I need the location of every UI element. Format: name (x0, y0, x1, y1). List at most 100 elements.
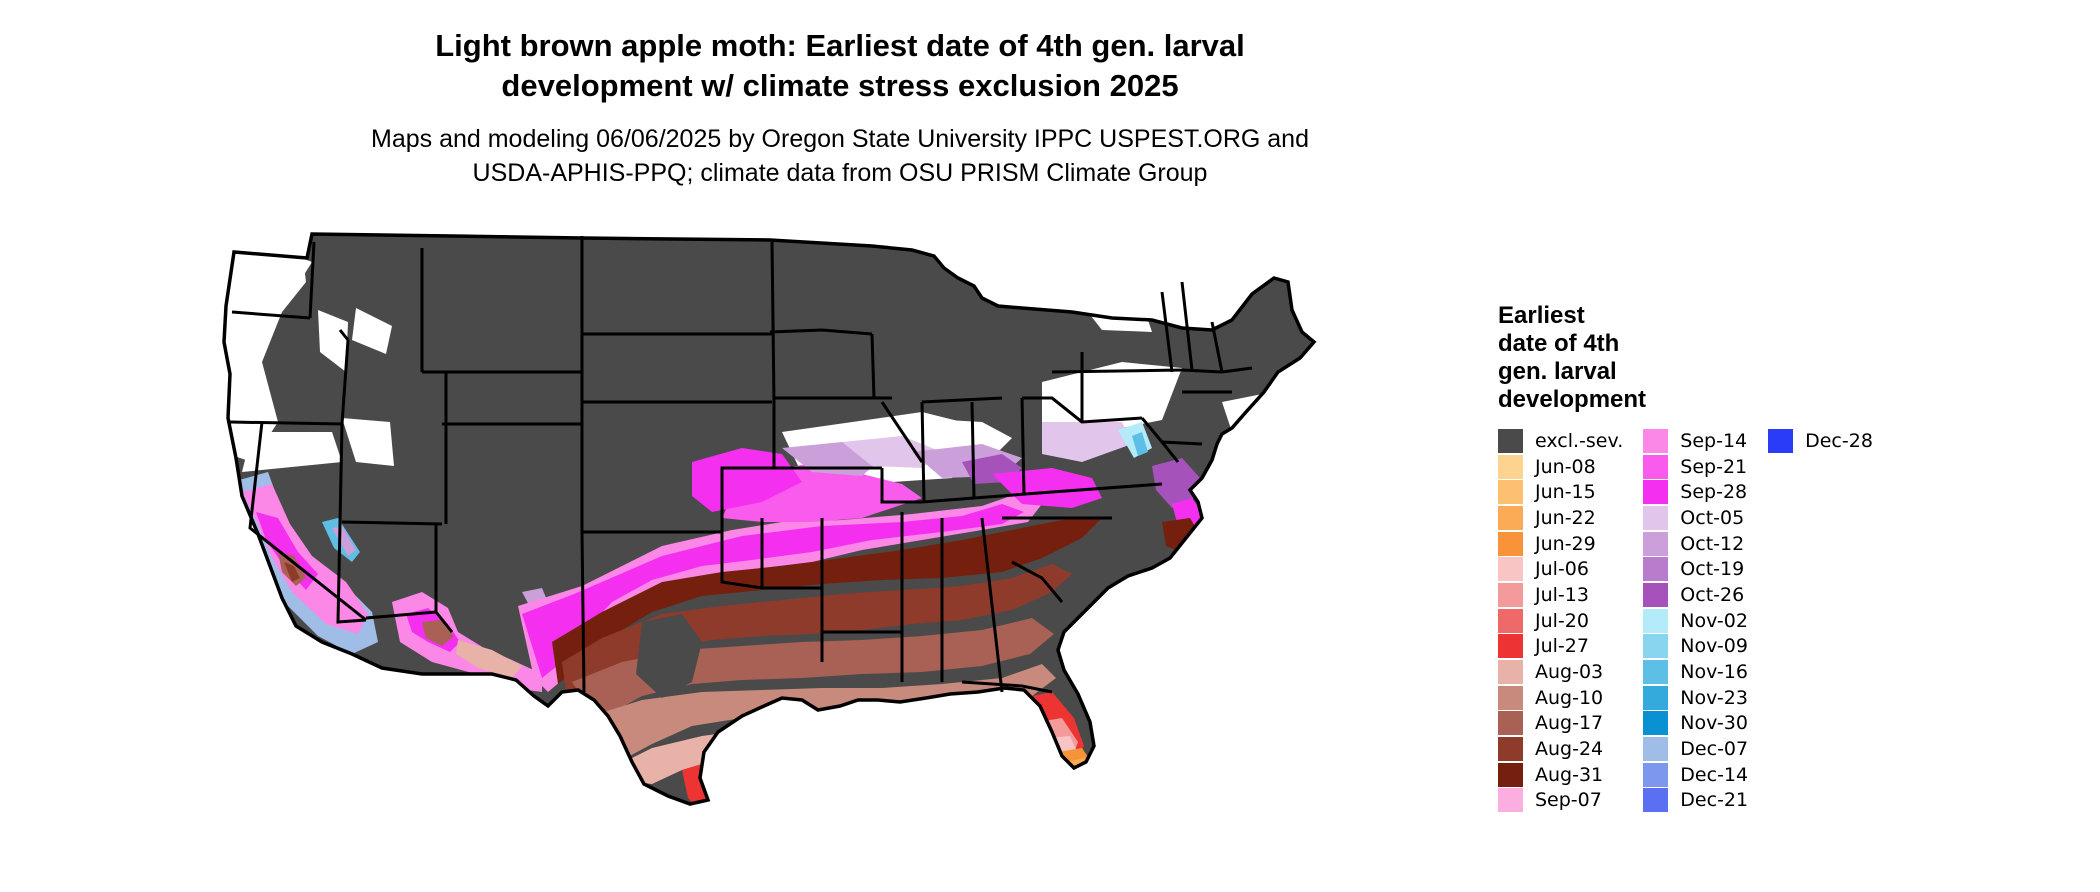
legend-label: Sep-21 (1680, 455, 1748, 478)
legend-column: Sep-14 Sep-21 Sep-28 Oct-05 Oct-12 Oct-19 Oct-… (1643, 428, 1748, 813)
legend-swatch (1498, 582, 1523, 607)
legend-label: Sep-28 (1680, 481, 1748, 504)
legend-item: excl.-sev. (1498, 428, 1623, 454)
legend-label: Aug-03 (1535, 661, 1604, 684)
legend-label: Aug-10 (1535, 686, 1604, 709)
map-subtitle: Maps and modeling 06/06/2025 by Oregon S… (230, 122, 1450, 190)
legend-item: Jul-27 (1498, 634, 1623, 660)
legend-item: Sep-07 (1498, 788, 1623, 814)
legend-swatch (1498, 557, 1523, 582)
legend-swatch (1498, 762, 1523, 787)
legend-swatch (1498, 711, 1523, 736)
legend-column: Dec-28 (1768, 428, 1873, 813)
legend-swatch (1498, 505, 1523, 530)
legend-label: Jul-27 (1535, 635, 1589, 658)
legend-item: Sep-21 (1643, 454, 1748, 480)
legend-swatch (1643, 762, 1669, 787)
legend-label: Jun-15 (1535, 481, 1596, 504)
legend-swatch (1498, 737, 1523, 762)
legend-label: Aug-31 (1535, 763, 1604, 786)
legend-label: Nov-16 (1680, 661, 1748, 684)
legend-swatch (1643, 737, 1669, 762)
legend-label: Jun-29 (1535, 532, 1596, 555)
legend-swatch (1643, 557, 1669, 582)
legend-swatch (1643, 582, 1669, 607)
legend-label: Oct-12 (1680, 532, 1745, 555)
legend-item: Jul-20 (1498, 608, 1623, 634)
legend-label: Sep-14 (1680, 429, 1748, 452)
legend-item: Dec-14 (1643, 762, 1748, 788)
legend-item: Jun-08 (1498, 454, 1623, 480)
legend-swatch (1643, 480, 1669, 505)
legend-swatch (1643, 505, 1669, 530)
legend-title-line: date of 4th (1498, 330, 1620, 357)
legend-item: Jul-13 (1498, 582, 1623, 608)
map-title-line-2: development w/ climate stress exclusion … (501, 68, 1179, 103)
legend-label: Jun-22 (1535, 506, 1596, 529)
legend-label: Dec-21 (1680, 789, 1749, 812)
legend-swatch (1643, 608, 1669, 633)
legend-swatch (1643, 788, 1669, 813)
legend-item: Aug-03 (1498, 659, 1623, 685)
legend-swatch (1643, 685, 1669, 710)
legend-label: Oct-05 (1680, 506, 1745, 529)
legend-swatch (1643, 711, 1669, 736)
legend-item: Nov-16 (1643, 659, 1748, 685)
legend-item: Jul-06 (1498, 556, 1623, 582)
legend-label: Sep-07 (1535, 789, 1602, 812)
map-subtitle-line-2: USDA-APHIS-PPQ; climate data from OSU PR… (472, 159, 1208, 187)
legend-label: Dec-28 (1805, 429, 1873, 452)
legend-label: excl.-sev. (1535, 429, 1624, 452)
map-title: Light brown apple moth: Earliest date of… (230, 26, 1450, 106)
legend-swatch (1643, 531, 1669, 556)
legend-item: Aug-10 (1498, 685, 1623, 711)
legend-item: Aug-17 (1498, 711, 1623, 737)
legend-item: Oct-26 (1643, 582, 1748, 608)
legend-label: Dec-14 (1680, 763, 1749, 786)
legend-swatch (1643, 660, 1669, 685)
legend-title-line: Earliest (1498, 302, 1585, 329)
legend-item: Dec-07 (1643, 736, 1748, 762)
legend-item: Oct-12 (1643, 531, 1748, 557)
legend-swatch (1643, 634, 1669, 659)
legend-title-line: gen. larval (1498, 358, 1617, 385)
legend-label: Jun-08 (1535, 455, 1596, 478)
map-title-line-1: Light brown apple moth: Earliest date of… (435, 28, 1245, 63)
legend-swatch (1498, 685, 1523, 710)
legend-label: Oct-26 (1680, 583, 1745, 606)
legend-label: Aug-17 (1535, 712, 1604, 735)
legend-swatch (1768, 428, 1794, 453)
legend-swatch (1498, 608, 1523, 633)
legend-swatch (1498, 454, 1523, 479)
legend-item: Jun-29 (1498, 531, 1623, 557)
legend-swatch (1498, 531, 1523, 556)
legend-item: Aug-31 (1498, 762, 1623, 788)
legend-swatch (1498, 480, 1523, 505)
legend-swatch (1498, 660, 1523, 685)
legend-columns: excl.-sev. Jun-08 Jun-15 Jun-22 Jun-29 Jul-06… (1498, 428, 1873, 813)
legend-item: Sep-28 (1643, 479, 1748, 505)
legend-label: Nov-09 (1680, 635, 1748, 658)
legend-swatch (1498, 634, 1523, 659)
legend-label: Jul-20 (1535, 609, 1589, 632)
legend-label: Nov-30 (1680, 712, 1748, 735)
legend-item: Nov-09 (1643, 634, 1748, 660)
legend-swatch (1498, 788, 1523, 813)
legend-item: Jun-15 (1498, 479, 1623, 505)
legend-item: Dec-21 (1643, 788, 1748, 814)
legend-title-line: development (1498, 386, 1647, 413)
legend-item: Nov-30 (1643, 711, 1748, 737)
legend-label: Oct-19 (1680, 558, 1745, 581)
legend-label: Nov-02 (1680, 609, 1748, 632)
legend-item: Nov-23 (1643, 685, 1748, 711)
legend-item: Oct-05 (1643, 505, 1748, 531)
legend-swatch (1498, 428, 1523, 453)
legend: Earliest date of 4th gen. larval develop… (1498, 302, 1873, 813)
legend-item: Oct-19 (1643, 556, 1748, 582)
legend-item: Sep-14 (1643, 428, 1748, 454)
map-subtitle-line-1: Maps and modeling 06/06/2025 by Oregon S… (371, 125, 1309, 153)
legend-item: Aug-24 (1498, 736, 1623, 762)
legend-label: Dec-07 (1680, 738, 1749, 761)
legend-label: Jul-06 (1535, 558, 1589, 581)
legend-title: Earliest date of 4th gen. larval develop… (1498, 302, 1873, 414)
